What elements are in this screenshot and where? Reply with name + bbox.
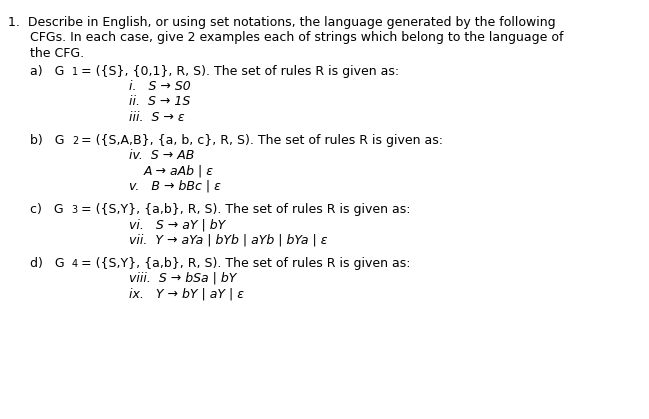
Text: CFGs. In each case, give 2 examples each of strings which belong to the language: CFGs. In each case, give 2 examples each… [30, 31, 563, 44]
Text: b)   G: b) G [30, 134, 64, 147]
Text: viii.  S → bSa | bY: viii. S → bSa | bY [129, 272, 236, 285]
Text: = ({S}, {0,1}, R, S). The set of rules R is given as:: = ({S}, {0,1}, R, S). The set of rules R… [77, 65, 398, 78]
Text: iii.  S → ε: iii. S → ε [129, 111, 184, 124]
Text: = ({S,Y}, {a,b}, R, S). The set of rules R is given as:: = ({S,Y}, {a,b}, R, S). The set of rules… [77, 203, 410, 216]
Text: 1.  Describe in English, or using set notations, the language generated by the f: 1. Describe in English, or using set not… [8, 16, 556, 29]
Text: vii.  Y → aYa | bYb | aYb | bYa | ε: vii. Y → aYa | bYb | aYb | bYa | ε [129, 234, 327, 247]
Text: c)   G: c) G [30, 203, 64, 216]
Text: ix.   Y → bY | aY | ε: ix. Y → bY | aY | ε [129, 287, 243, 300]
Text: = ({S,Y}, {a,b}, R, S). The set of rules R is given as:: = ({S,Y}, {a,b}, R, S). The set of rules… [77, 256, 410, 269]
Text: = ({S,A,B}, {a, b, c}, R, S). The set of rules R is given as:: = ({S,A,B}, {a, b, c}, R, S). The set of… [77, 134, 443, 147]
Text: ii.  S → 1S: ii. S → 1S [129, 96, 190, 109]
Text: a)   G: a) G [30, 65, 64, 78]
Text: A → aAb | ε: A → aAb | ε [143, 165, 214, 178]
Text: 4: 4 [72, 259, 78, 269]
Text: vi.   S → aY | bY: vi. S → aY | bY [129, 218, 225, 231]
Text: d)   G: d) G [30, 256, 64, 269]
Text: the CFG.: the CFG. [30, 47, 84, 60]
Text: 2: 2 [72, 136, 78, 146]
Text: 1: 1 [72, 67, 78, 77]
Text: i.   S → S0: i. S → S0 [129, 80, 190, 93]
Text: iv.  S → AB: iv. S → AB [129, 149, 194, 162]
Text: 3: 3 [72, 205, 78, 215]
Text: v.   B → bBc | ε: v. B → bBc | ε [129, 180, 221, 193]
